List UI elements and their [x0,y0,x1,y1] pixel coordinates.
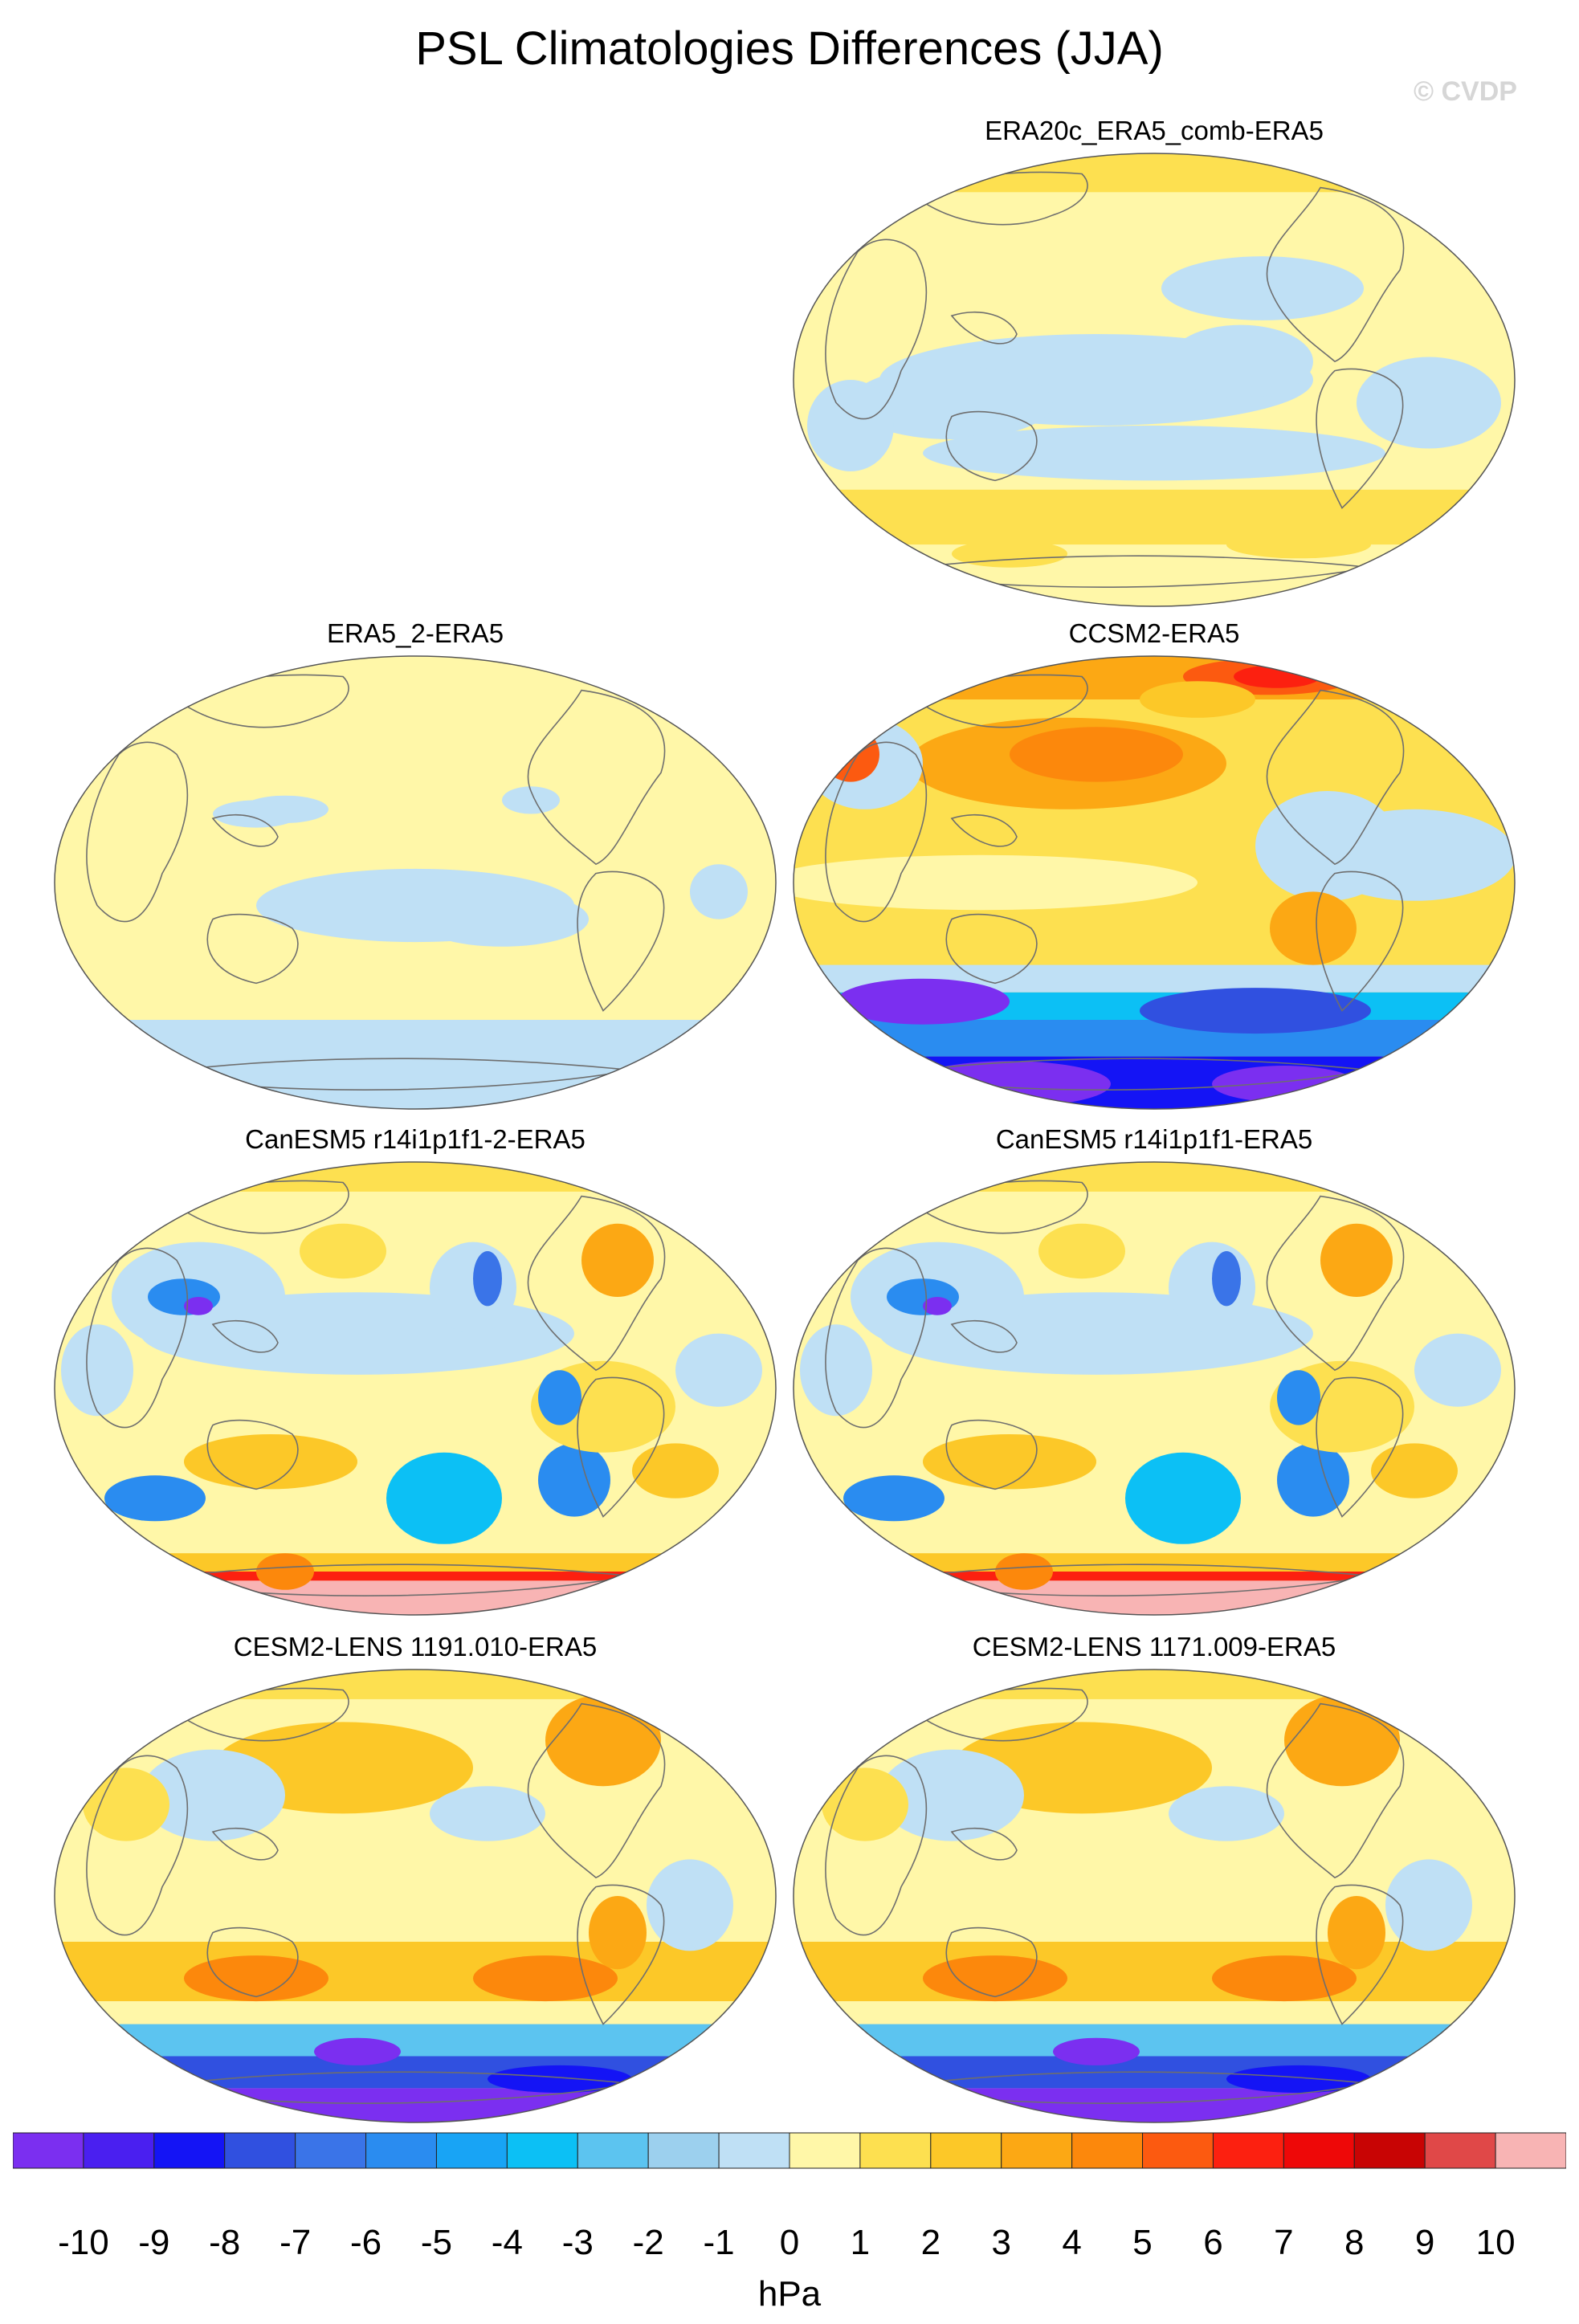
colorbar-box [647,2132,720,2169]
map-cesm2-1191 [54,1669,777,2123]
colorbar-tick-label: 8 [1344,2223,1365,2262]
map-canesm5-2 [54,1161,777,1616]
panel-title-era5-2: ERA5_2-ERA5 [326,618,504,648]
colorbar-box [930,2132,1002,2169]
colorbar-unit-label: hPa [757,2274,822,2314]
panel-title-cesm2-1171: CESM2-LENS 1171.009-ERA5 [972,1632,1336,1661]
colorbar-box [13,2132,84,2169]
map-canesm5 [793,1161,1516,1616]
colorbar-tick-label: 0 [779,2223,800,2262]
colorbar-box [789,2132,861,2169]
colorbar-tick-label: 6 [1203,2223,1223,2262]
colorbar-box [577,2132,649,2169]
colorbar-tick-label: 3 [991,2223,1011,2262]
map-border [54,655,777,1110]
colorbar-box [1283,2132,1355,2169]
colorbar-tick-label: -5 [420,2223,453,2262]
colorbar [13,2132,1566,2169]
psl-difference-field [794,153,1515,606]
psl-difference-field [55,1162,776,1615]
colorbar-tick-label: -2 [632,2223,664,2262]
map-border [793,1161,1516,1616]
colorbar-box [506,2132,578,2169]
colorbar-box [718,2132,790,2169]
map-border [793,1669,1516,2123]
map-era5-2 [54,655,777,1110]
figure-title: PSL Climatologies Differences (JJA) [415,22,1164,75]
panel-title-era20c: ERA20c_ERA5_comb-ERA5 [985,116,1324,145]
cvdp-watermark: © CVDP [1414,76,1517,107]
map-ccsm2 [793,655,1516,1110]
colorbar-box [295,2132,367,2169]
map-border [793,153,1516,607]
colorbar-box [1142,2132,1214,2169]
psl-difference-field [794,656,1515,1109]
colorbar-box [83,2132,155,2169]
colorbar-tick-label: -1 [703,2223,735,2262]
panel-title-canesm5: CanESM5 r14i1p1f1-ERA5 [995,1124,1313,1154]
map-era20c [793,153,1516,607]
colorbar-box [435,2132,508,2169]
colorbar-tick-label: 2 [920,2223,941,2262]
coastlines [825,1180,1405,1596]
map-border [54,1669,777,2123]
coastlines [825,1687,1405,2104]
colorbar-tick-label: 1 [850,2223,871,2262]
colorbar-tick-label: 9 [1414,2223,1435,2262]
colorbar-box [1001,2132,1073,2169]
colorbar-tick-label: 7 [1274,2223,1294,2262]
colorbar-tick-label: -3 [561,2223,594,2262]
colorbar-tick-label: 4 [1062,2223,1082,2262]
panel-title-canesm5-2: CanESM5 r14i1p1f1-2-ERA5 [245,1124,585,1154]
map-cesm2-1171 [793,1669,1516,2123]
map-border [54,1161,777,1616]
colorbar-tick-label: -7 [279,2223,312,2262]
colorbar-box [1495,2132,1566,2169]
colorbar-box [1353,2132,1426,2169]
colorbar-box [1071,2132,1144,2169]
colorbar-box [153,2132,226,2169]
panel-title-cesm2-1191: CESM2-LENS 1191.010-ERA5 [233,1632,598,1661]
colorbar-tick-label: 10 [1475,2223,1516,2262]
colorbar-box [1212,2132,1284,2169]
colorbar-box [859,2132,932,2169]
psl-difference-field [794,1670,1515,2122]
colorbar-tick-label: -6 [349,2223,382,2262]
colorbar-tick-label: -8 [209,2223,241,2262]
colorbar-tick-label: -4 [491,2223,523,2262]
colorbar-box [224,2132,296,2169]
colorbar-tick-label: -9 [138,2223,170,2262]
psl-difference-field [55,1670,776,2122]
colorbar-tick-label: 5 [1132,2223,1153,2262]
panel-title-ccsm2: CCSM2-ERA5 [1068,618,1240,648]
map-border [793,655,1516,1110]
colorbar-box [365,2132,437,2169]
colorbar-tick-label: -10 [58,2223,109,2262]
psl-difference-field [794,1162,1515,1615]
colorbar-box [1424,2132,1496,2169]
psl-difference-field [55,656,776,1109]
